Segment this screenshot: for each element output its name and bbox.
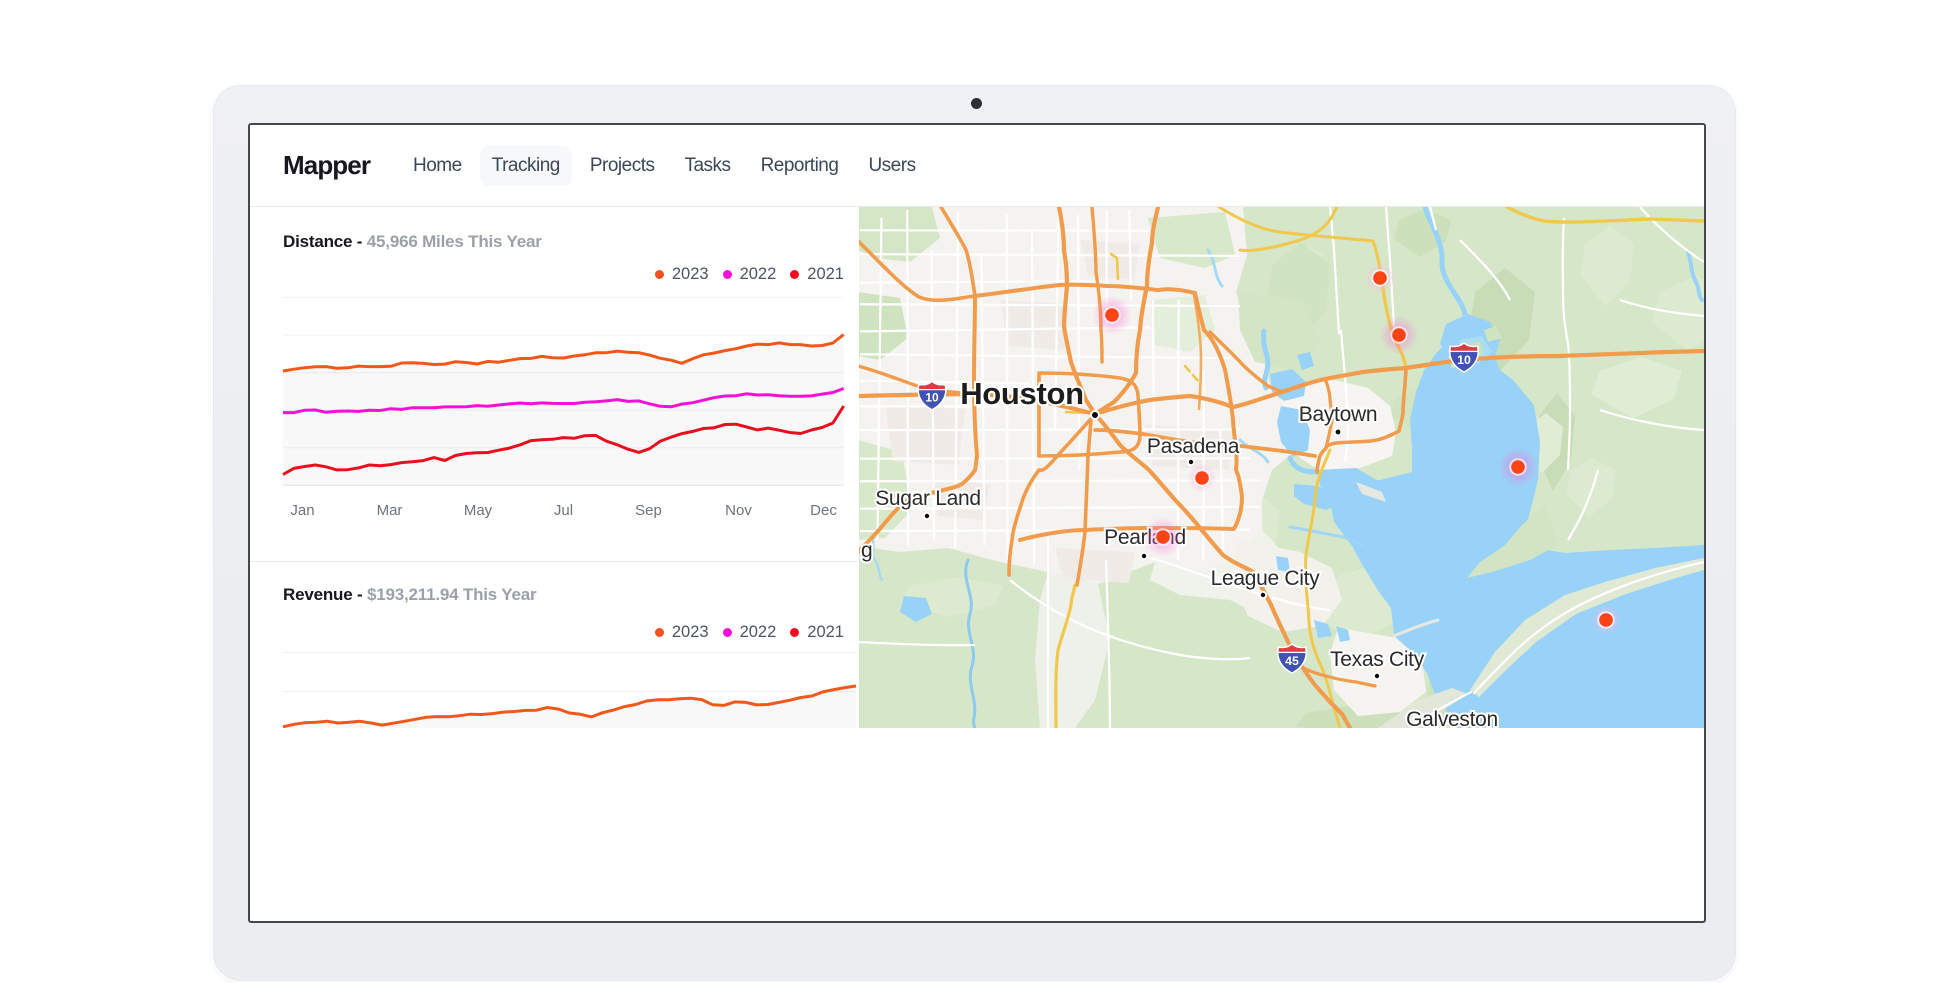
- svg-text:g: g: [861, 539, 872, 562]
- svg-text:Houston: Houston: [960, 376, 1084, 411]
- svg-text:10: 10: [1457, 353, 1471, 367]
- svg-text:10: 10: [925, 391, 939, 405]
- svg-text:Texas City: Texas City: [1330, 648, 1425, 671]
- svg-text:Pasadena: Pasadena: [1147, 435, 1240, 458]
- svg-text:Sugar Land: Sugar Land: [875, 487, 981, 510]
- svg-text:Baytown: Baytown: [1299, 403, 1377, 426]
- svg-text:45: 45: [1285, 654, 1299, 668]
- svg-text:Galveston: Galveston: [1406, 708, 1498, 728]
- svg-text:League City: League City: [1211, 567, 1321, 590]
